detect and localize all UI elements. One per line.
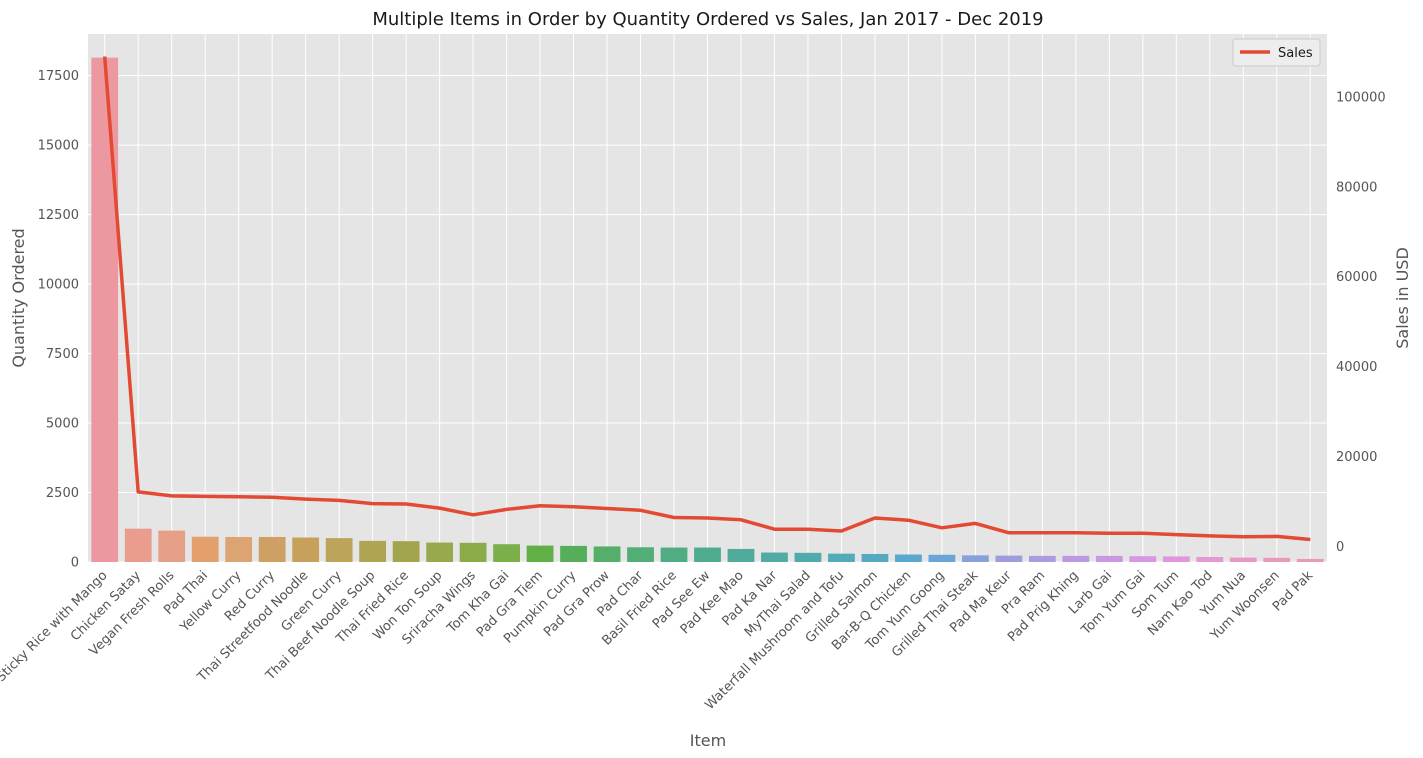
bar [928,554,956,562]
bar [761,552,788,562]
bar [526,545,554,562]
bar [158,530,186,562]
bar [1229,557,1257,562]
right-tick-label: 0 [1336,540,1344,555]
bar [995,555,1023,562]
right-axis-label: Sales in USD [1393,247,1412,349]
bar [426,542,454,562]
bar [660,547,688,562]
bar [124,528,152,562]
bar [727,548,755,562]
bar [694,547,721,562]
right-tick-label: 20000 [1336,450,1377,465]
bar [861,553,889,562]
left-tick-label: 17500 [38,69,79,84]
left-axis-ticks: 0 2500 5000 7500 10000 12500 15000 17500 [38,69,79,570]
bar [91,57,119,562]
left-tick-label: 10000 [38,278,79,293]
left-tick-label: 15000 [38,139,79,154]
bar [1028,555,1056,562]
bar [493,544,520,562]
bar [1162,556,1190,562]
bar [292,537,320,562]
bar [828,553,855,562]
bar [392,541,420,562]
right-tick-label: 100000 [1336,90,1386,105]
bar [1296,558,1324,562]
bar [1196,556,1224,562]
right-tick-label: 60000 [1336,270,1377,285]
right-tick-label: 40000 [1336,360,1377,375]
bar [1263,557,1291,562]
left-axis-label: Quantity Ordered [9,228,28,367]
bar [895,554,922,562]
bar [258,536,286,562]
bar [1129,556,1157,562]
bar [1062,555,1090,562]
bar [560,545,587,562]
bar [794,552,822,562]
bar [459,542,487,562]
bar [225,536,253,562]
bar-series [91,57,1324,562]
left-tick-label: 12500 [38,208,79,223]
left-tick-label: 5000 [46,417,79,432]
bar [325,538,353,562]
legend-box [1232,38,1321,67]
bar [191,536,219,562]
bar [359,540,387,562]
bar [961,555,989,562]
chart-title: Multiple Items in Order by Quantity Orde… [372,9,1043,30]
left-tick-label: 2500 [46,486,79,501]
bar [627,547,654,562]
x-axis-label: Item [690,731,726,750]
bar [1095,555,1123,562]
left-tick-label: 0 [71,556,79,571]
right-axis-ticks: 0 20000 40000 60000 80000 100000 [1336,90,1386,554]
bar [593,546,621,562]
legend: Sales [1232,38,1321,67]
sales-line [102,56,1311,542]
right-tick-label: 80000 [1336,180,1377,195]
legend-label-sales: Sales [1278,46,1313,61]
left-tick-label: 7500 [46,347,79,362]
